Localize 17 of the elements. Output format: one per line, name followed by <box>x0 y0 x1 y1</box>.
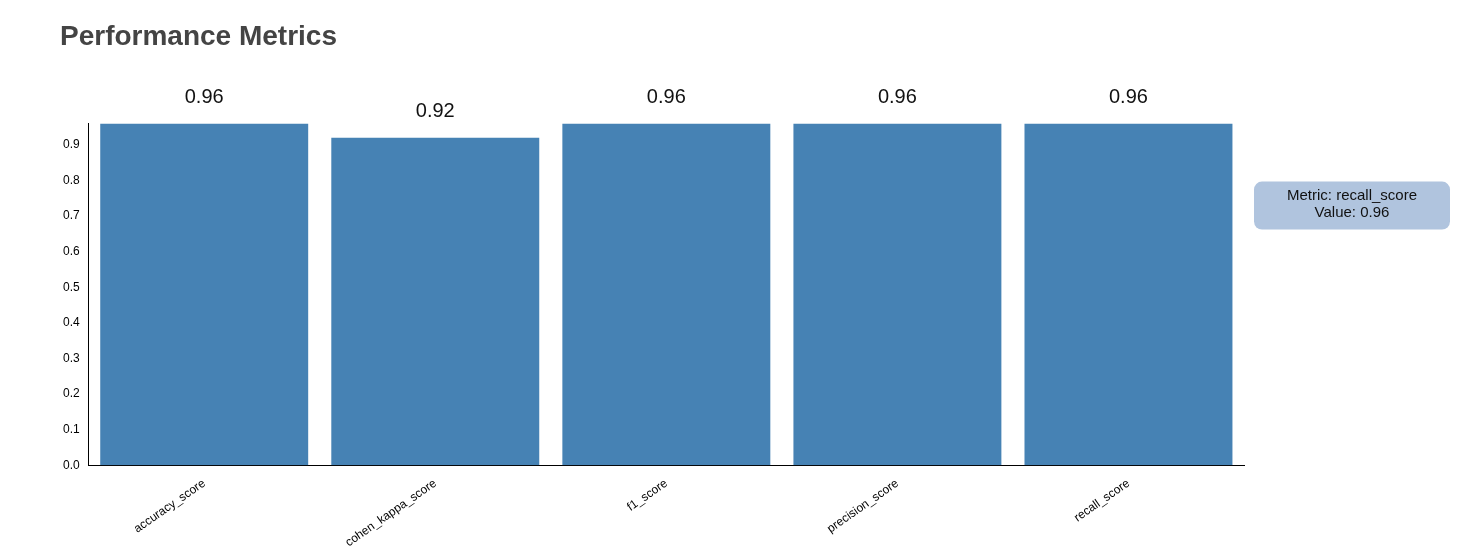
y-tick-label: 0.5 <box>62 279 80 294</box>
y-tick-label: 0.4 <box>62 315 80 330</box>
data-label: 0.96 <box>184 85 224 108</box>
y-tick-label: 0.0 <box>62 457 80 472</box>
y-tick-label: 0.9 <box>62 137 80 152</box>
y-tick-label: 0.3 <box>62 350 80 365</box>
text: Metric: recall_score Value: 0.96 <box>1286 186 1418 221</box>
y-tick-label: 0.1 <box>62 421 80 436</box>
chart-title: Performance Metrics <box>60 19 338 51</box>
y-tick-label: 0.2 <box>62 386 80 401</box>
y-tick-label: 0.7 <box>62 208 80 223</box>
y-tick-label: 0.6 <box>62 244 80 259</box>
data-label: 0.96 <box>1109 85 1148 108</box>
data-label: 0.92 <box>415 99 455 122</box>
data-label: 0.96 <box>877 85 917 108</box>
data-label: 0.96 <box>646 85 686 108</box>
y-tick-label: 0.8 <box>62 172 80 187</box>
